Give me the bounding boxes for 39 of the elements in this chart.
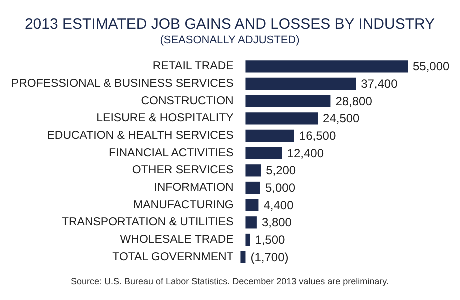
y-tick-label: INFORMATION xyxy=(154,182,234,194)
y-tick-label: MANUFACTURING xyxy=(134,199,234,212)
data-label: 37,400 xyxy=(361,77,398,91)
bar xyxy=(246,147,282,160)
bar xyxy=(246,78,356,90)
data-label: 4,400 xyxy=(264,198,294,212)
source-note: Source: U.S. Bureau of Labor Statistics. December 2013 values are preliminary. xyxy=(71,276,389,286)
y-tick-label: EDUCATION & HEALTH SERVICES xyxy=(47,130,234,142)
bar xyxy=(246,216,257,229)
data-label: 5,200 xyxy=(266,164,296,178)
data-label: (1,700) xyxy=(250,250,289,264)
bar xyxy=(240,251,246,264)
bar xyxy=(246,182,260,194)
y-tick-label: RETAIL TRADE xyxy=(152,60,234,73)
y-tick-label: TOTAL GOVERNMENT xyxy=(112,251,234,264)
bar xyxy=(246,95,331,108)
data-label: 55,000 xyxy=(413,60,450,74)
y-tick-label: PROFESSIONAL & BUSINESS SERVICES xyxy=(11,78,234,90)
y-tick-label: CONSTRUCTION xyxy=(141,95,234,108)
bar xyxy=(246,234,250,246)
y-tick-label: OTHER SERVICES xyxy=(132,164,234,177)
bar xyxy=(246,164,262,177)
y-tick-label: TRANSPORTATION & UTILITIES xyxy=(62,216,234,229)
bar xyxy=(246,60,408,73)
chart-title: 2013 ESTIMATED JOB GAINS AND LOSSES BY INDUSTRY xyxy=(24,16,436,33)
data-label: 5,000 xyxy=(265,181,296,195)
data-label: 1,500 xyxy=(255,233,286,247)
y-tick-label: FINANCIAL ACTIVITIES xyxy=(109,147,234,160)
data-label: 12,400 xyxy=(287,146,324,160)
y-tick-label: WHOLESALE TRADE xyxy=(120,234,234,246)
data-label: 24,500 xyxy=(323,112,360,126)
bar xyxy=(246,130,294,142)
data-label: 16,500 xyxy=(299,129,336,143)
bar xyxy=(246,112,318,125)
bar xyxy=(246,199,259,212)
data-label: 28,800 xyxy=(336,94,373,108)
chart-subtitle: (SEASONALLY ADJUSTED) xyxy=(160,34,300,46)
y-tick-label: LEISURE & HOSPITALITY xyxy=(96,112,234,125)
data-label: 3,800 xyxy=(262,216,292,230)
